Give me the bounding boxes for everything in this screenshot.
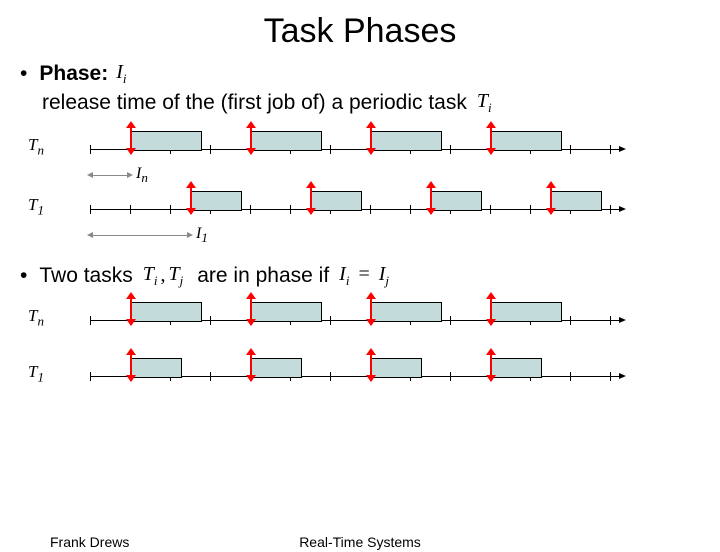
comma: , <box>160 262 165 288</box>
phase-label: Phase: <box>39 60 108 87</box>
phase-indicator-I1: I1 <box>90 227 680 247</box>
bullet-dot: • <box>20 262 27 289</box>
equation: Ii = Ij <box>339 261 389 290</box>
task-ti: Ti <box>143 261 158 290</box>
timeline-row-tn-2: Tn <box>60 298 680 338</box>
diagram-1: Tn In T1 I1 <box>60 127 680 247</box>
bullet-2: • Two tasks Ti , Tj are in phase if Ii =… <box>20 261 720 290</box>
footer-title: Real-Time Systems <box>0 534 720 550</box>
timeline-row-t1: T1 <box>60 187 680 227</box>
task-tj: Tj <box>168 261 183 290</box>
timeline-row-t1-2: T1 <box>60 354 680 394</box>
bullet-1: • Phase: Ii release time of the (first j… <box>20 59 720 117</box>
phase-symbol: Ii <box>116 59 126 88</box>
phase-definition: release time of the (first job of) a per… <box>42 89 467 116</box>
timeline-row-tn: Tn <box>60 127 680 167</box>
slide-title: Task Phases <box>0 12 720 51</box>
bullet-dot: • <box>20 60 27 87</box>
task-symbol: Ti <box>477 88 492 117</box>
phase-indicator-In: In <box>90 167 680 187</box>
diagram-2: Tn T1 <box>60 298 680 394</box>
two-tasks-label: Two tasks <box>39 262 132 289</box>
in-phase-label: are in phase if <box>197 262 329 289</box>
